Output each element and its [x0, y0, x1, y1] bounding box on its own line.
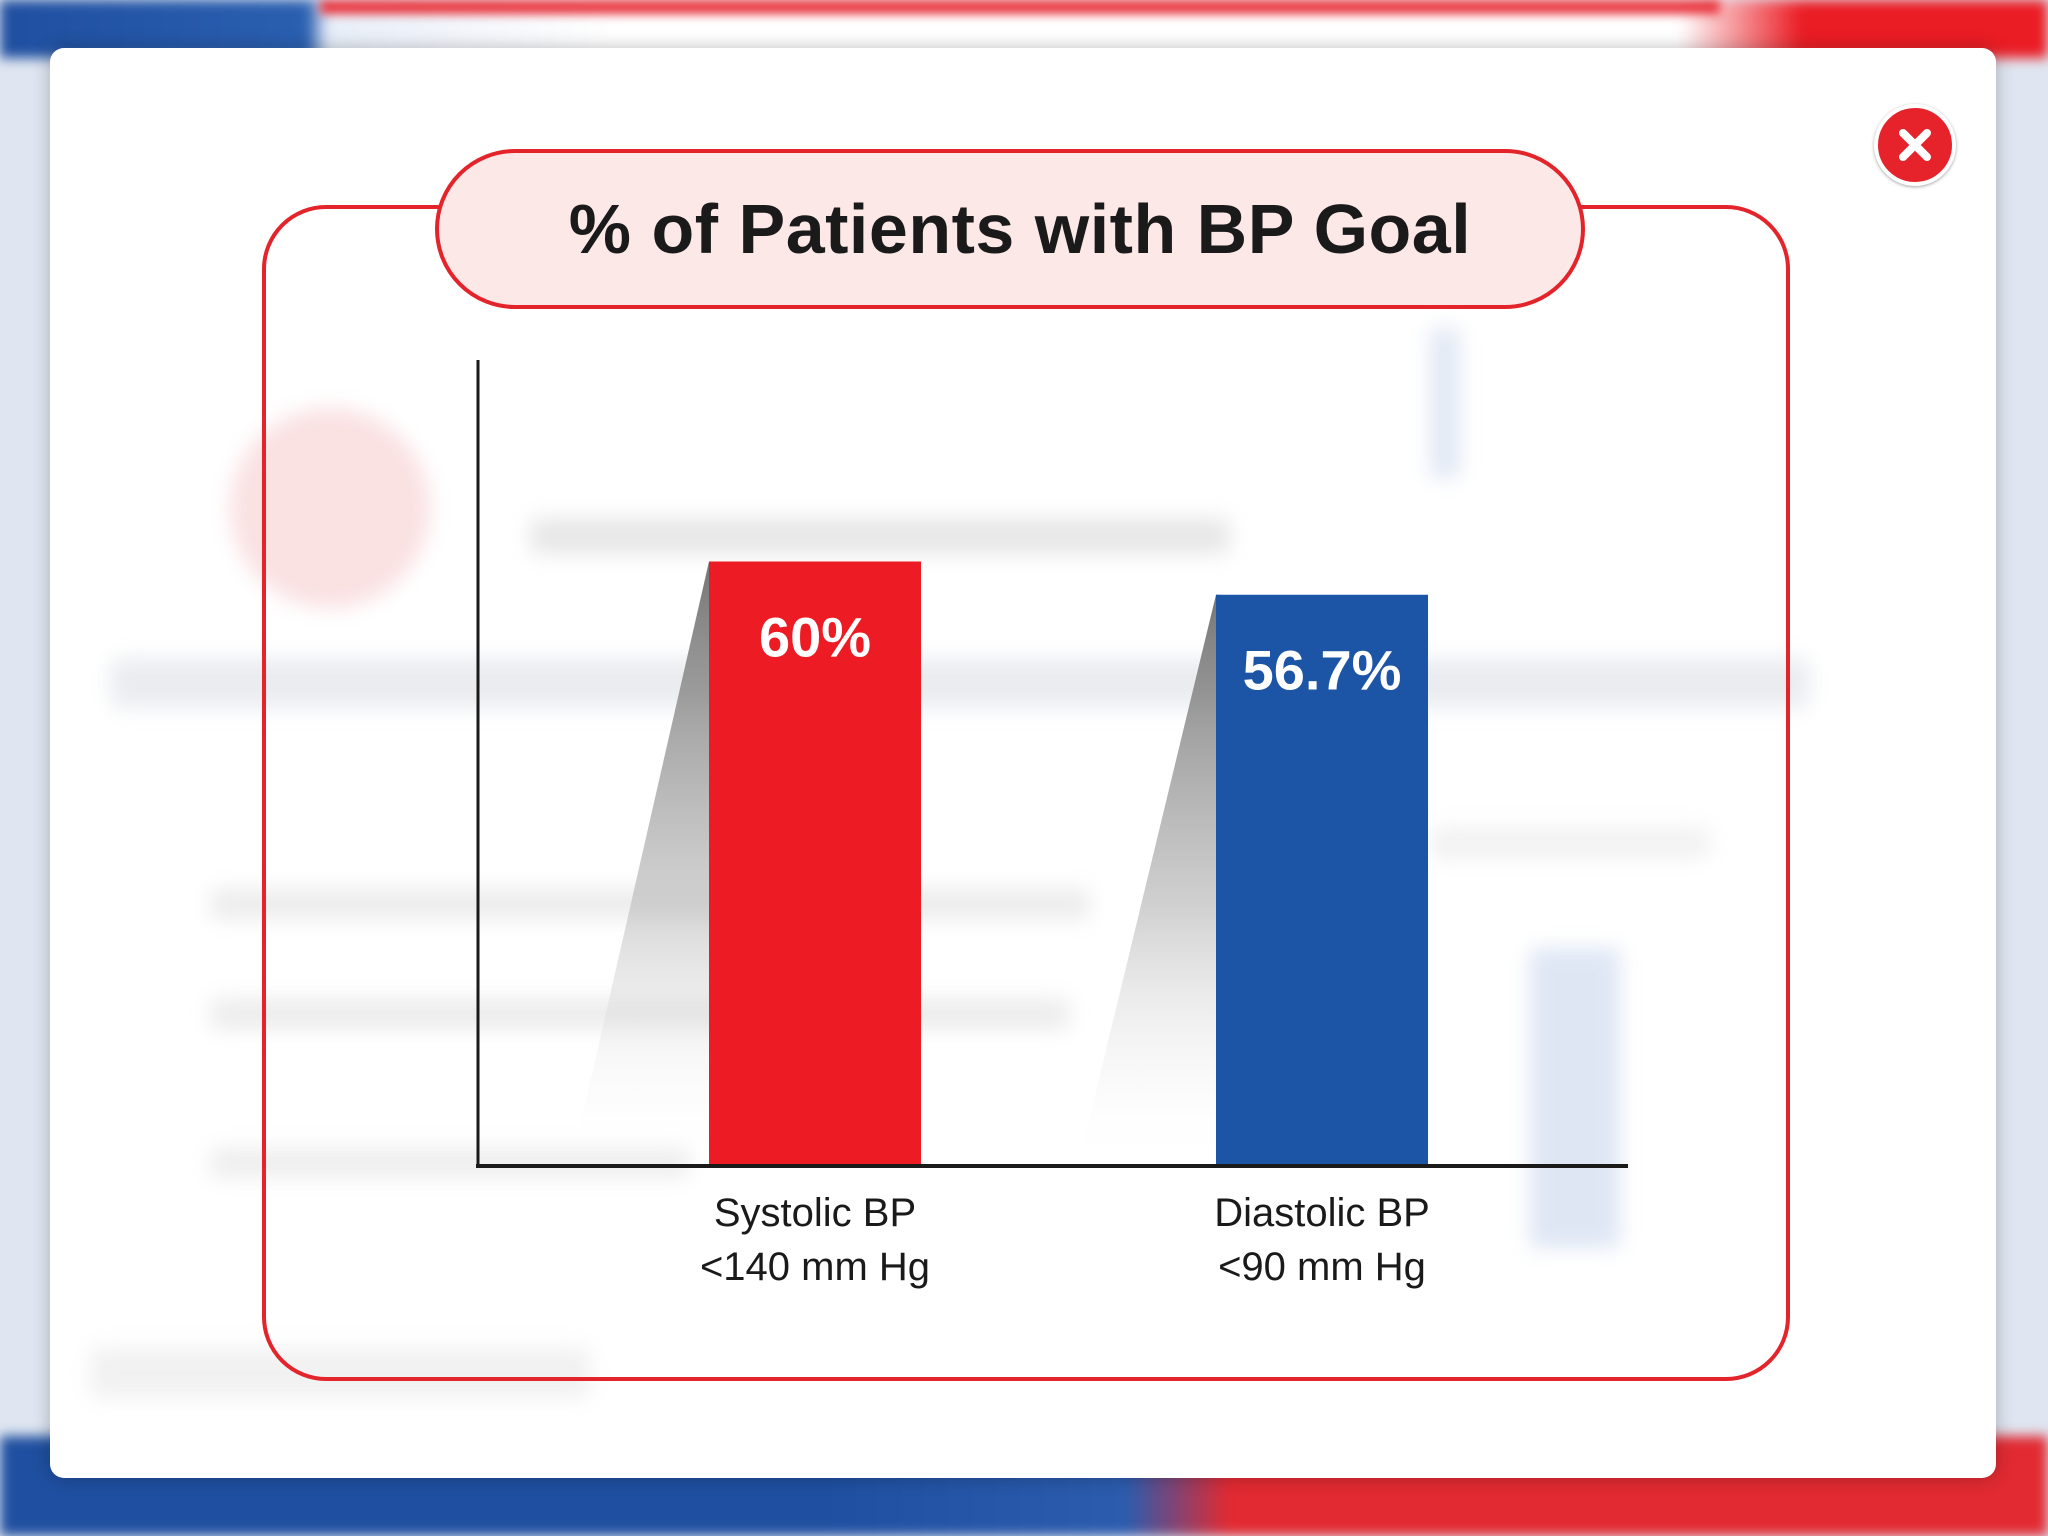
category-label: <90 mm Hg	[1218, 1245, 1426, 1289]
background-ghost-line	[110, 658, 1810, 708]
background-ghost-line	[90, 1348, 590, 1398]
category-label: <140 mm Hg	[700, 1245, 930, 1289]
background-ghost-chart-bar	[1530, 948, 1620, 1248]
chart-title: % of Patients with BP Goal	[568, 190, 1472, 268]
bar-value-label: 56.7%	[1243, 639, 1402, 702]
bar-shadow	[1078, 594, 1220, 1166]
close-button[interactable]	[1874, 104, 1956, 186]
bar-shadow	[571, 561, 713, 1166]
background-ghost-bar	[1430, 328, 1460, 478]
close-icon	[1899, 129, 1931, 161]
bar	[1216, 594, 1428, 1166]
bar	[709, 561, 921, 1166]
background-ghost-line	[1430, 828, 1710, 858]
category-label: Systolic BP	[714, 1191, 916, 1235]
background-top-red-strip	[320, 0, 1720, 14]
bar-value-label: 60%	[759, 606, 871, 669]
chart-title-pill: % of Patients with BP Goal	[435, 149, 1585, 309]
category-label: Diastolic BP	[1214, 1191, 1430, 1235]
background-ghost-subtitle	[530, 518, 1230, 554]
